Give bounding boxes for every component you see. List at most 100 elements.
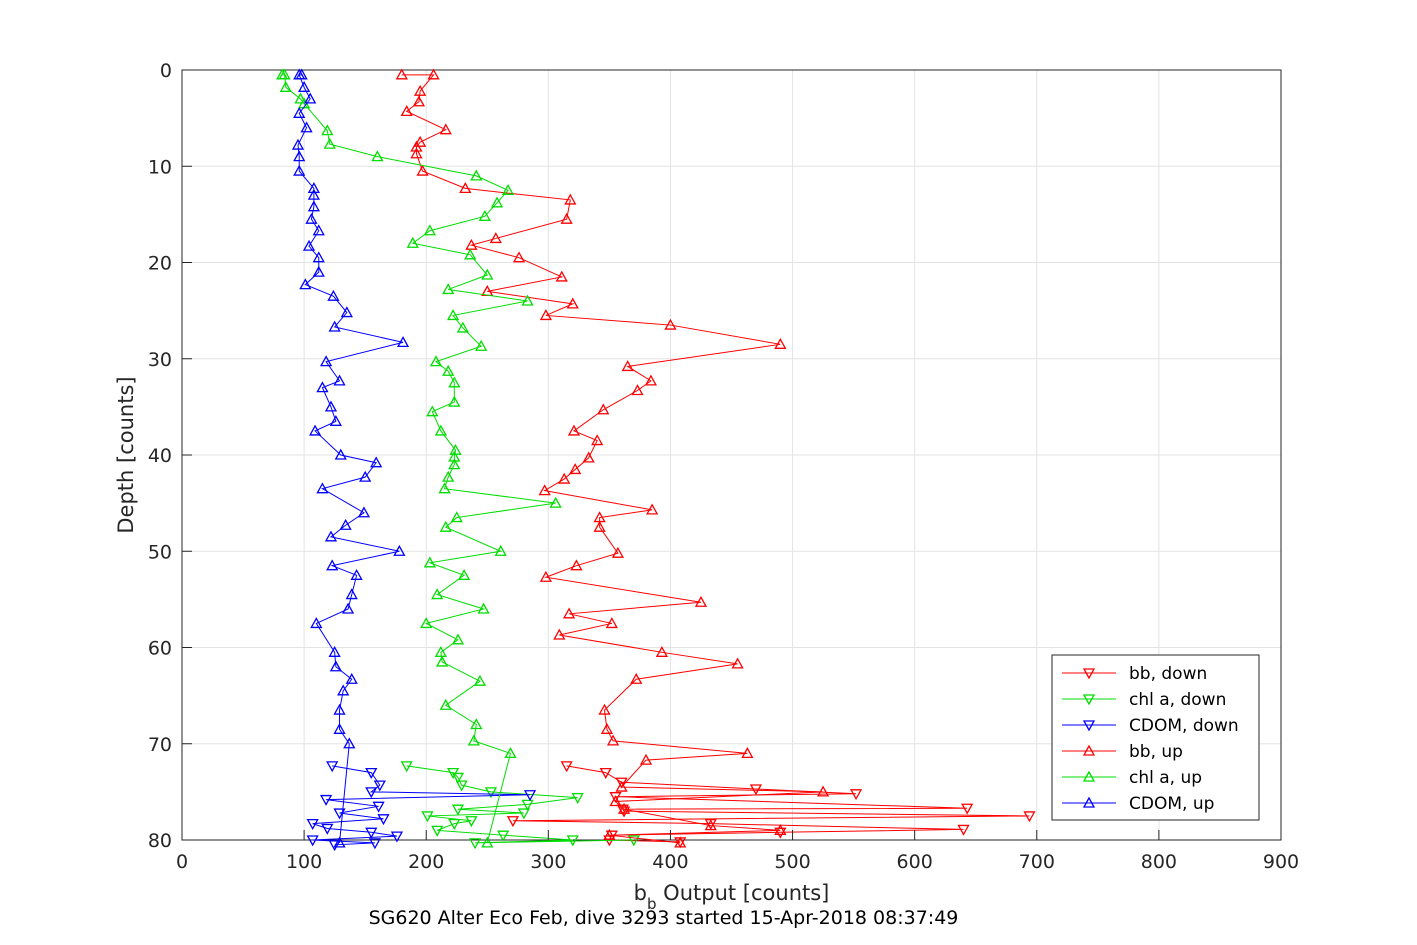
legend-label: CDOM, down — [1129, 716, 1239, 736]
legend-marker — [1082, 720, 1096, 732]
x-tick-label: 700 — [1019, 851, 1055, 873]
data-point-bb-up — [562, 607, 576, 619]
data-point-chl-a-down — [517, 808, 531, 820]
data-point-bb-down — [749, 784, 763, 796]
data-point-cdom-down — [368, 838, 382, 850]
data-point-chl-a-up — [473, 674, 487, 686]
data-point-cdom-up — [333, 703, 346, 715]
data-point-cdom-up — [343, 737, 356, 749]
data-point-cdom-up — [307, 182, 320, 194]
data-point-bb-up — [395, 68, 408, 80]
data-point-bb-up — [630, 672, 643, 684]
y-tick-label: 60 — [148, 638, 172, 660]
data-point-cdom-up — [307, 188, 320, 200]
data-point-cdom-up — [334, 448, 347, 460]
data-point-bb-up — [644, 374, 658, 386]
data-point-cdom-up — [319, 355, 333, 367]
y-tick-label: 80 — [148, 830, 172, 852]
data-point-chl-a-up — [439, 520, 452, 532]
data-point-bb-up — [567, 424, 581, 436]
legend-label: bb, down — [1129, 664, 1207, 684]
data-point-chl-a-down — [521, 799, 534, 811]
data-point-chl-a-up — [276, 68, 289, 80]
data-point-cdom-down — [306, 818, 319, 830]
data-point-bb-up — [400, 105, 413, 117]
data-point-bb-down — [617, 806, 631, 818]
data-point-bb-down — [961, 803, 974, 815]
series-line-chl-a-down — [406, 765, 634, 844]
data-point-bb-up — [566, 297, 579, 309]
axis-ticks: 0 100 200 300 400 500 600 700 800 900 0 10 20 30 40 50 6… — [148, 60, 1299, 873]
data-point-chl-a-down — [448, 818, 461, 830]
data-point-chl-a-up — [467, 734, 480, 746]
data-point-bb-up — [816, 785, 830, 797]
data-point-bb-up — [539, 309, 552, 321]
data-point-cdom-up — [333, 374, 346, 386]
data-point-cdom-down — [365, 787, 378, 799]
data-point-chl-a-up — [426, 405, 439, 417]
data-point-cdom-up — [340, 306, 353, 318]
series-line-chl-a-up — [282, 74, 556, 844]
data-point-chl-a-up — [478, 209, 491, 221]
data-point-cdom-up — [359, 470, 372, 482]
y-tick-label: 50 — [148, 541, 172, 563]
data-point-chl-a-up — [323, 137, 336, 149]
data-point-bb-up — [489, 232, 502, 244]
data-point-chl-a-down — [571, 793, 584, 804]
data-point-cdom-down — [373, 780, 386, 792]
data-point-cdom-up — [333, 836, 346, 848]
data-point-chl-a-up — [446, 309, 460, 321]
data-point-cdom-up — [337, 684, 350, 696]
data-point-cdom-up — [329, 414, 342, 426]
data-point-chl-a-down — [497, 830, 510, 842]
legend-marker — [1082, 694, 1096, 706]
data-point-bb-down — [560, 761, 573, 773]
data-point-cdom-up — [307, 200, 320, 212]
y-tick-label: 40 — [148, 445, 172, 467]
data-point-chl-a-up — [423, 556, 436, 568]
data-point-chl-a-up — [494, 544, 507, 556]
data-point-bb-up — [646, 503, 659, 515]
data-point-chl-a-down — [465, 816, 478, 828]
data-point-bb-up — [465, 238, 478, 250]
data-point-cdom-up — [345, 588, 358, 600]
data-point-chl-a-up — [448, 376, 461, 388]
data-point-chl-a-up — [420, 617, 433, 629]
x-tick-label: 400 — [652, 851, 688, 873]
data-point-cdom-up — [298, 80, 311, 92]
data-point-bb-down — [774, 827, 787, 839]
data-point-bb-up — [664, 318, 677, 330]
x-tick-label: 0 — [176, 851, 188, 873]
x-tick-label: 500 — [774, 851, 810, 873]
y-tick-label: 30 — [148, 349, 172, 371]
data-point-bb-up — [774, 824, 787, 836]
data-point-cdom-up — [312, 224, 325, 236]
data-point-chl-a-down — [566, 835, 579, 847]
data-point-bb-up — [591, 434, 604, 446]
data-point-bb-up — [416, 164, 429, 176]
series-chl-a-up — [276, 68, 562, 848]
data-point-chl-a-down — [484, 787, 498, 799]
data-point-cdom-down — [377, 814, 390, 826]
data-point-cdom-up — [291, 138, 305, 150]
legend-box — [1051, 654, 1260, 821]
data-point-chl-a-up — [434, 645, 447, 657]
data-point-chl-a-up — [470, 718, 483, 730]
data-point-chl-a-up — [435, 655, 449, 667]
x-axis-label-subscript: b — [647, 895, 657, 913]
series-layer — [276, 68, 1036, 852]
data-point-bb-up — [639, 753, 653, 765]
data-point-bb-up — [459, 182, 472, 194]
data-point-bb-up — [600, 722, 614, 734]
data-point-bb-down — [615, 777, 628, 789]
data-point-bb-up — [609, 795, 622, 807]
data-point-cdom-up — [341, 602, 355, 614]
data-point-cdom-up — [302, 239, 316, 251]
x-axis-label-rest: Output [counts] — [657, 881, 830, 905]
data-point-bb-up — [621, 360, 634, 372]
data-point-cdom-up — [304, 92, 317, 104]
data-point-chl-a-up — [442, 470, 455, 482]
data-point-bb-up — [539, 570, 552, 582]
data-point-cdom-up — [324, 530, 338, 542]
data-point-cdom-up — [305, 212, 318, 224]
